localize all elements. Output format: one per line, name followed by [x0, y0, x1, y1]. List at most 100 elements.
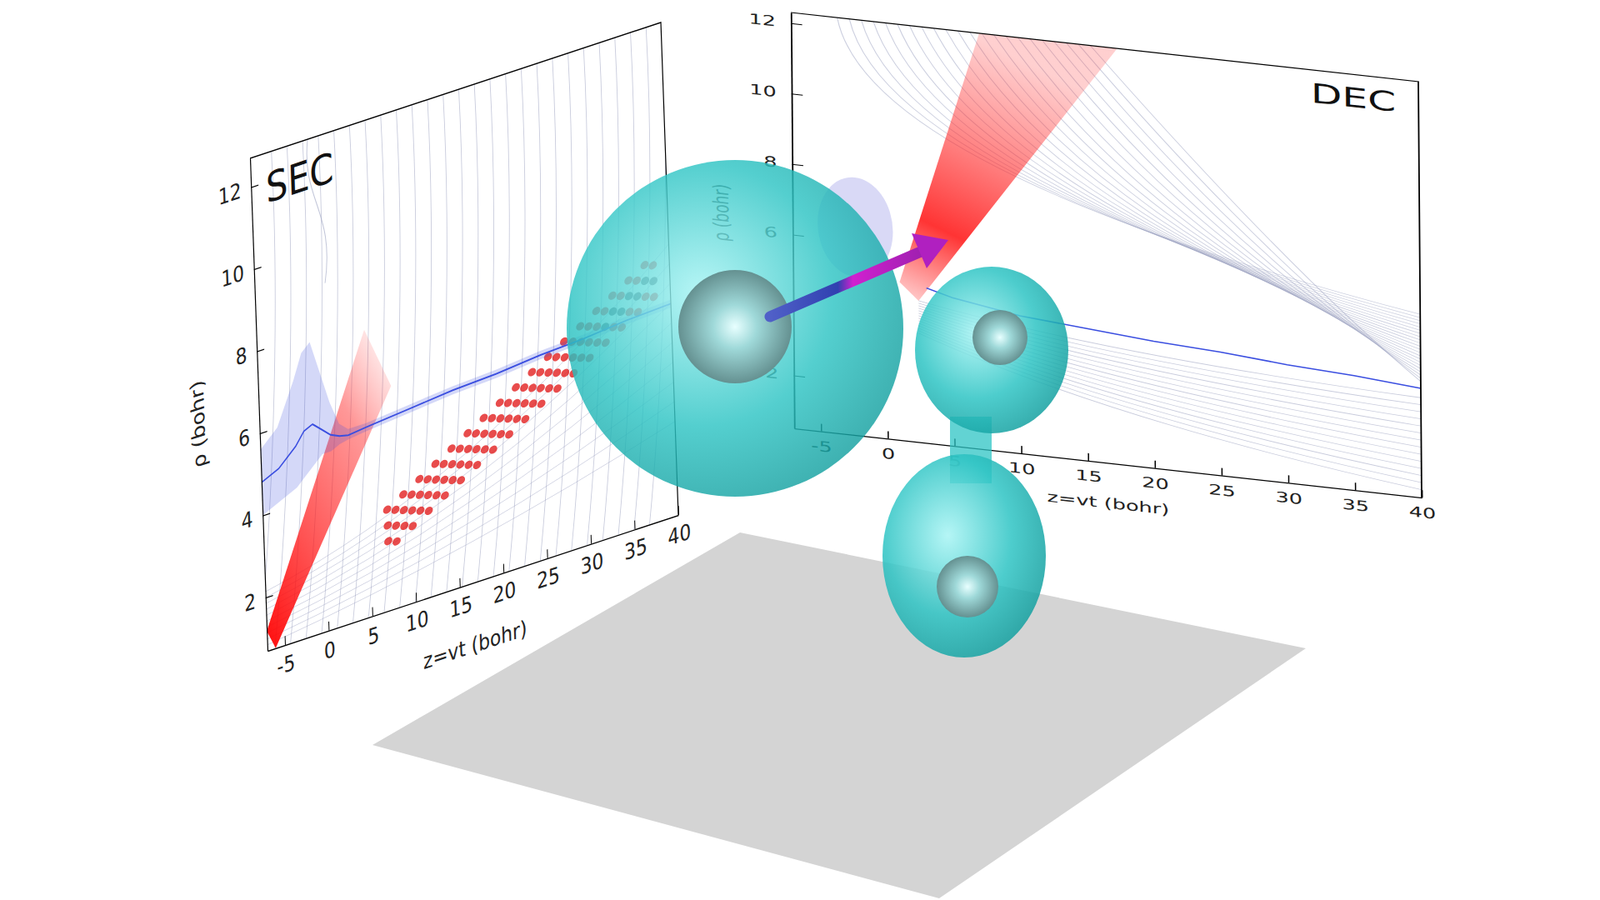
- density-fringe: [552, 367, 561, 379]
- density-fringe: [488, 428, 497, 440]
- tick: 10: [220, 254, 262, 294]
- tick-label: 5: [367, 620, 380, 650]
- density-fringe: [512, 397, 521, 409]
- tick: 0: [323, 620, 337, 665]
- density-fringe: [408, 520, 417, 532]
- canvas: -5051015202530354024681012z=vt (bohr)ρ (…: [0, 0, 1600, 900]
- arrow-shaft: [770, 251, 921, 317]
- density-fringe: [527, 366, 536, 378]
- density-fringe: [504, 413, 513, 425]
- tick: 0: [881, 430, 896, 464]
- density-fringe: [471, 428, 480, 440]
- tick: 6: [238, 418, 269, 454]
- density-fringe: [415, 489, 425, 500]
- density-fringe: [464, 459, 473, 470]
- density-fringe: [383, 520, 392, 531]
- density-fringe: [424, 490, 433, 501]
- density-fringe: [472, 460, 481, 471]
- density-fringe: [545, 383, 554, 395]
- tick-label: 35: [1341, 495, 1370, 515]
- contour: [1030, 39, 1421, 366]
- nucleus: [972, 310, 1028, 365]
- density-fringe: [440, 490, 450, 501]
- density-fringe: [480, 428, 489, 440]
- contour: [429, 89, 477, 592]
- tick-label: 25: [1208, 480, 1236, 500]
- density-fringe: [439, 458, 448, 470]
- density-fringe: [496, 429, 505, 440]
- tick-mark: [887, 430, 890, 439]
- density-fringe: [520, 382, 529, 394]
- tick: 5: [366, 605, 380, 650]
- density-fringe: [536, 382, 545, 394]
- tick: 10: [405, 589, 430, 639]
- tick: 8: [235, 335, 265, 371]
- tick-mark: [634, 520, 635, 530]
- density-fringe: [463, 427, 472, 439]
- tick-mark: [256, 349, 265, 352]
- density-fringe: [431, 474, 440, 485]
- density-fringe: [560, 367, 570, 379]
- tick: 20: [492, 560, 517, 610]
- density-fringe: [392, 535, 401, 547]
- tick: 25: [535, 545, 560, 595]
- nucleus: [936, 555, 999, 618]
- tick-label: 4: [240, 505, 254, 535]
- tick-label: 10: [749, 80, 777, 100]
- tick-mark: [262, 513, 270, 516]
- tick: 30: [579, 530, 604, 580]
- density-fringe: [520, 398, 530, 410]
- density-fringe: [537, 398, 546, 410]
- density-fringe: [464, 443, 473, 455]
- density-fringe: [448, 475, 457, 486]
- x-axis-title: z=vt (bohr): [422, 615, 527, 675]
- tick-label: 12: [748, 10, 776, 30]
- density-fringe: [432, 490, 441, 501]
- density-fringe: [520, 414, 530, 425]
- density-fringe: [399, 505, 408, 516]
- tick-label: 10: [220, 259, 245, 293]
- floor: [372, 532, 1306, 899]
- contour: [382, 105, 430, 608]
- density-fringe: [423, 474, 432, 485]
- tick-label: 12: [217, 177, 242, 211]
- tick: 20: [1141, 459, 1170, 493]
- density-fringe: [384, 535, 393, 547]
- density-fringe: [512, 413, 521, 425]
- tick: 40: [1408, 488, 1436, 522]
- tick: 12: [748, 10, 802, 33]
- density-fringe: [487, 412, 496, 424]
- tick: 15: [448, 574, 473, 624]
- panel-title: SEC: [265, 142, 335, 213]
- density-fringe: [447, 443, 456, 455]
- tick-label: 8: [235, 341, 248, 371]
- tick-mark: [590, 535, 592, 545]
- density-fringe: [511, 381, 520, 393]
- density-fringe: [489, 444, 498, 455]
- tick-label: 15: [1075, 466, 1103, 486]
- x-axis-title: z=vt (bohr): [1046, 488, 1170, 519]
- tick-mark: [265, 595, 274, 599]
- tick-label: 0: [881, 445, 895, 463]
- density-fringe: [535, 366, 545, 378]
- density-fringe: [472, 444, 481, 455]
- tick-label: 6: [238, 423, 251, 453]
- tick-mark: [1087, 453, 1090, 461]
- tick-mark: [371, 607, 373, 617]
- density-fringe: [455, 443, 465, 455]
- density-fringe: [544, 367, 553, 379]
- contour: [445, 84, 493, 587]
- tick-mark: [678, 505, 680, 515]
- tick: 12: [217, 171, 259, 211]
- contour: [460, 79, 508, 582]
- tick: 35: [1341, 480, 1370, 515]
- contour: [1090, 45, 1421, 382]
- tick-mark: [285, 635, 286, 645]
- panel-title: DEC: [1310, 77, 1396, 119]
- tick-label: 15: [449, 590, 474, 624]
- tick: 10: [749, 80, 803, 104]
- tick-label: 30: [580, 546, 605, 580]
- density-fringe: [505, 429, 514, 440]
- contour: [397, 99, 445, 602]
- tick-label: 30: [1275, 488, 1303, 508]
